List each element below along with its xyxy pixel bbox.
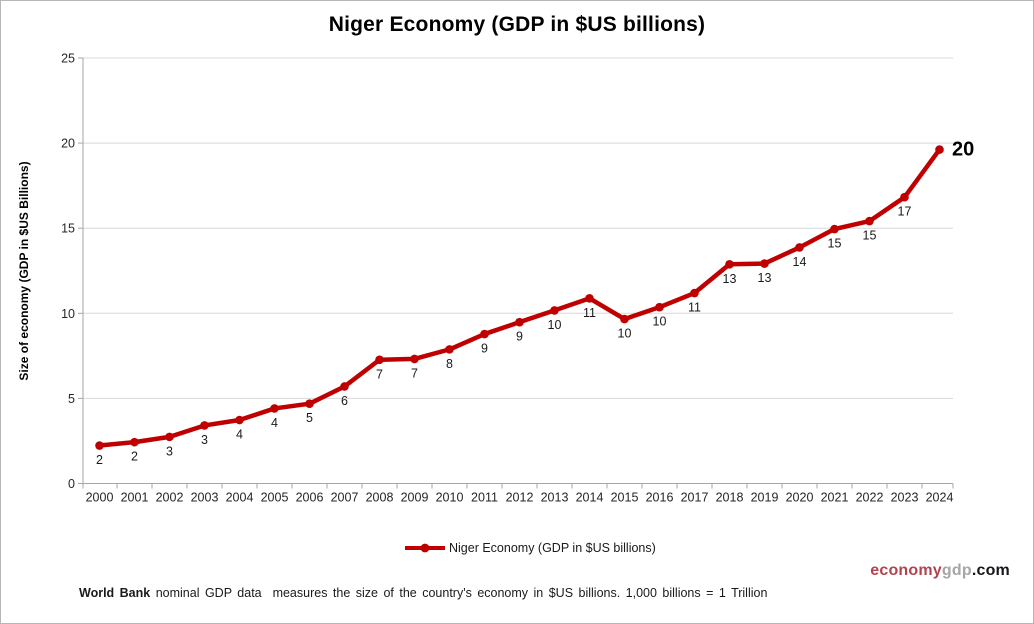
x-tick-label: 2005 bbox=[261, 491, 289, 505]
data-point-label: 3 bbox=[166, 444, 173, 458]
data-point-label: 13 bbox=[758, 271, 772, 285]
data-point-label: 5 bbox=[306, 411, 313, 425]
x-tick-label: 2019 bbox=[751, 491, 779, 505]
data-point-label: 4 bbox=[236, 428, 243, 442]
gdp-series-line bbox=[97, 147, 942, 448]
data-point-marker bbox=[200, 421, 209, 430]
data-point-marker bbox=[270, 404, 279, 413]
data-point-label: 2 bbox=[131, 450, 138, 464]
data-point-marker bbox=[445, 345, 454, 354]
data-point-label: 15 bbox=[828, 237, 842, 251]
data-point-label: 8 bbox=[446, 357, 453, 371]
data-point-marker bbox=[655, 302, 664, 312]
watermark-economygdp: economygdp.com bbox=[870, 562, 1010, 580]
x-tick-label: 2006 bbox=[296, 491, 324, 505]
footnote-source: World Bank bbox=[79, 586, 151, 600]
x-tick-label: 2022 bbox=[856, 491, 884, 505]
data-point-marker bbox=[480, 329, 489, 339]
y-tick-label: 0 bbox=[68, 477, 75, 491]
data-point-marker bbox=[585, 294, 594, 303]
x-tick-label: 2007 bbox=[331, 491, 359, 505]
x-tick-label: 2024 bbox=[926, 491, 954, 505]
data-point-marker bbox=[95, 441, 104, 450]
data-point-marker bbox=[235, 415, 244, 425]
data-point-marker bbox=[375, 355, 384, 365]
watermark-economy: economy bbox=[870, 562, 942, 579]
data-point-marker bbox=[340, 382, 349, 391]
x-tick-label: 2013 bbox=[541, 491, 569, 505]
y-tick-label: 10 bbox=[61, 307, 75, 321]
x-tick-label: 2008 bbox=[366, 491, 394, 505]
data-point-label: 10 bbox=[618, 327, 632, 341]
data-point-marker bbox=[795, 243, 804, 252]
x-tick-label: 2016 bbox=[646, 491, 674, 505]
y-tick-label: 25 bbox=[61, 52, 75, 66]
legend: Niger Economy (GDP in $US billions) bbox=[403, 541, 656, 555]
data-point-label: 10 bbox=[548, 318, 562, 332]
x-tick-label: 2017 bbox=[681, 491, 709, 505]
legend-label: Niger Economy (GDP in $US billions) bbox=[449, 541, 656, 555]
x-tick-label: 2018 bbox=[716, 491, 744, 505]
x-tick-label: 2001 bbox=[121, 491, 149, 505]
data-point-label: 9 bbox=[516, 330, 523, 344]
data-point-marker bbox=[760, 259, 769, 268]
data-point-marker bbox=[550, 306, 559, 315]
data-point-label: 3 bbox=[201, 433, 208, 447]
x-tick-label: 2010 bbox=[436, 491, 464, 505]
data-point-marker bbox=[725, 259, 734, 269]
footnote: World Bank nominal GDP data measures the… bbox=[79, 586, 767, 600]
x-tick-label: 2014 bbox=[576, 491, 604, 505]
data-point-label: 15 bbox=[863, 229, 877, 243]
y-tick-label: 15 bbox=[61, 222, 75, 236]
x-tick-label: 2003 bbox=[191, 491, 219, 505]
x-tick-label: 2002 bbox=[156, 491, 184, 505]
data-point-label: 17 bbox=[898, 205, 912, 219]
watermark-gdp: gdp bbox=[941, 562, 972, 579]
data-point-label: 2 bbox=[96, 453, 103, 467]
watermark-com: .com bbox=[971, 562, 1010, 579]
chart-title: Niger Economy (GDP in $US billions) bbox=[328, 13, 706, 36]
x-tick-label: 2012 bbox=[506, 491, 534, 505]
data-point-label: 4 bbox=[271, 416, 278, 430]
data-point-label: 13 bbox=[723, 272, 737, 286]
x-tick-label: 2011 bbox=[471, 491, 498, 505]
x-tick-label: 2023 bbox=[891, 491, 919, 505]
x-tick-label: 2004 bbox=[226, 491, 254, 505]
data-point-marker bbox=[130, 437, 139, 447]
x-tick-label: 2021 bbox=[821, 491, 849, 505]
footnote-text: nominal GDP data measures the size of th… bbox=[150, 586, 768, 600]
data-point-marker bbox=[830, 224, 839, 234]
data-point-label: 7 bbox=[376, 367, 383, 381]
x-tick-label: 2020 bbox=[786, 491, 814, 505]
data-point-label: 7 bbox=[411, 366, 418, 380]
data-point-marker bbox=[900, 192, 909, 202]
x-tick-label: 2015 bbox=[611, 491, 639, 505]
y-tick-label: 20 bbox=[61, 137, 75, 151]
data-point-label: 10 bbox=[653, 315, 667, 329]
data-point-marker bbox=[690, 288, 699, 298]
data-point-label: 14 bbox=[793, 255, 807, 269]
data-point-marker bbox=[305, 399, 314, 408]
data-point-label: 9 bbox=[481, 342, 488, 356]
data-point-marker bbox=[865, 216, 874, 226]
x-tick-label: 2000 bbox=[86, 491, 114, 505]
data-point-marker bbox=[165, 432, 174, 442]
x-tick-label: 2009 bbox=[401, 491, 429, 505]
last-data-point-label: 20 bbox=[952, 139, 974, 161]
data-point-marker bbox=[935, 145, 944, 154]
data-point-marker bbox=[410, 354, 419, 364]
data-point-marker bbox=[515, 317, 524, 327]
data-point-label: 11 bbox=[688, 301, 701, 315]
data-point-label: 11 bbox=[583, 306, 596, 320]
y-tick-label: 5 bbox=[68, 392, 75, 406]
legend-line-marker-icon bbox=[405, 543, 445, 553]
data-point-marker bbox=[620, 314, 629, 324]
data-point-label: 6 bbox=[341, 394, 348, 408]
